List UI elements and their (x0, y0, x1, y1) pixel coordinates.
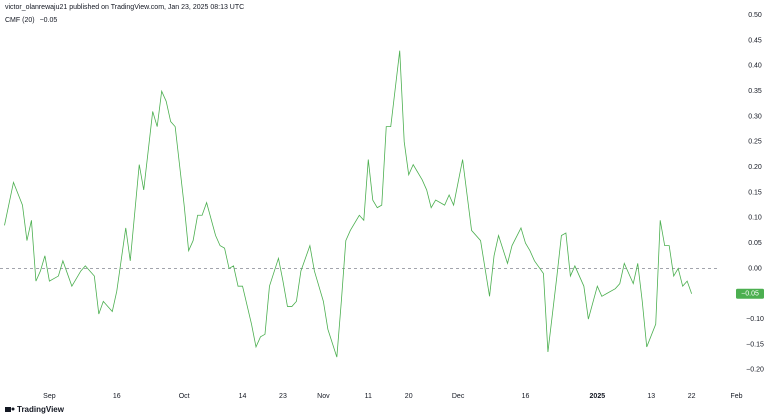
y-tick-label: 0.10 (748, 215, 762, 222)
x-tick-label: Sep (43, 393, 56, 400)
x-tick-label: Oct (179, 393, 190, 400)
y-tick-label: 0.00 (748, 265, 762, 272)
last-value-badge (736, 288, 764, 299)
y-tick-label: 0.45 (748, 37, 762, 44)
y-tick-label: −0.15 (746, 341, 764, 348)
legend-name: CMF (20) (5, 17, 35, 24)
y-tick-label: 0.25 (748, 139, 762, 146)
y-tick-label: 0.50 (748, 12, 762, 19)
y-tick-label: −0.10 (746, 316, 764, 323)
y-tick-label: 0.35 (748, 88, 762, 95)
last-value-label: −0.05 (741, 291, 759, 298)
x-tick-label: 23 (279, 393, 287, 400)
x-tick-label: 14 (239, 393, 247, 400)
x-tick-label: 11 (365, 393, 372, 400)
brand: TradingView (17, 405, 65, 414)
y-tick-label: 0.40 (748, 63, 762, 70)
x-tick-label: Nov (317, 393, 330, 400)
x-tick-label: Dec (452, 393, 465, 400)
x-tick-label: Feb (731, 393, 743, 400)
x-tick-label: 22 (688, 393, 696, 400)
x-tick-label: 20 (405, 393, 413, 400)
x-tick-label: 16 (113, 393, 121, 400)
cmf-line (4, 50, 693, 358)
y-tick-label: 0.30 (748, 113, 762, 120)
y-tick-label: −0.20 (746, 367, 764, 374)
x-tick-label: 16 (522, 393, 530, 400)
y-tick-label: 0.15 (748, 189, 762, 196)
brand-logo: TradingView (5, 405, 65, 414)
y-tick-label: 0.05 (748, 240, 762, 247)
x-tick-label: 2025 (590, 393, 606, 400)
y-tick-label: 0.20 (748, 164, 762, 171)
publisher: victor_olanrewaju21 published on Trading… (5, 4, 244, 11)
legend-value: −0.05 (40, 17, 58, 24)
x-tick-label: 13 (647, 393, 655, 400)
